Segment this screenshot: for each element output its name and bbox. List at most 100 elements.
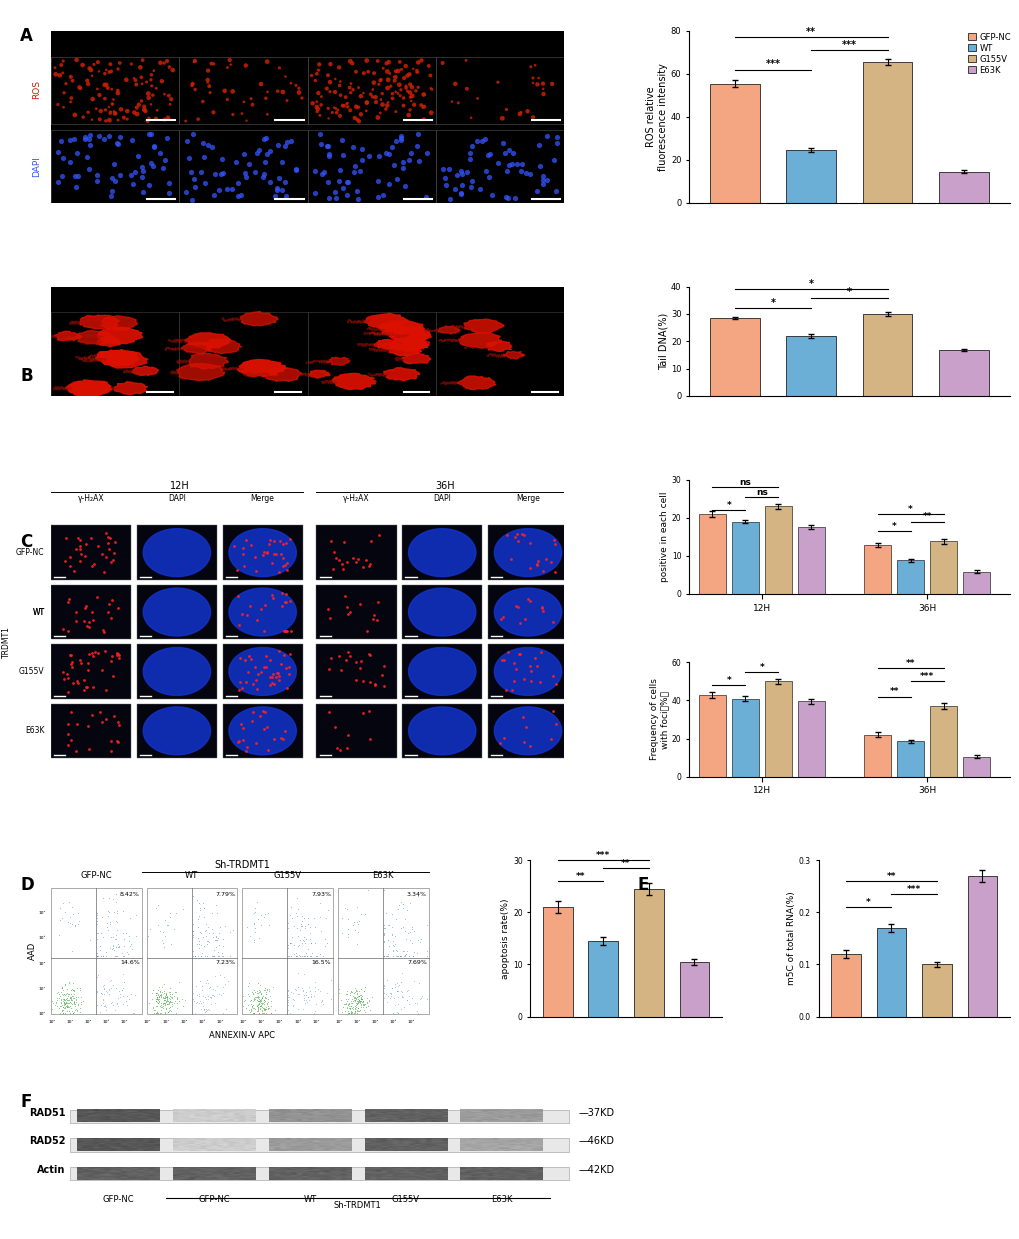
Point	[244, 983, 260, 1002]
Polygon shape	[101, 316, 138, 331]
Point	[400, 994, 417, 1014]
Point	[149, 990, 165, 1010]
Text: ***: ***	[919, 673, 933, 681]
Point	[193, 994, 209, 1014]
Point	[513, 103, 529, 123]
Point	[95, 947, 111, 966]
Point	[448, 165, 465, 185]
Point	[353, 995, 369, 1015]
Polygon shape	[308, 370, 329, 378]
Point	[290, 934, 307, 954]
Point	[281, 1002, 298, 1022]
Point	[61, 996, 77, 1016]
Bar	[896, 741, 923, 777]
Point	[249, 892, 265, 912]
Point	[542, 551, 558, 571]
Point	[265, 729, 281, 748]
Point	[55, 985, 71, 1005]
Point	[234, 986, 251, 1006]
Point	[159, 916, 175, 935]
Point	[61, 987, 77, 1007]
Text: D: D	[20, 876, 34, 895]
Point	[348, 992, 365, 1012]
Point	[51, 984, 67, 1004]
Point	[98, 947, 114, 966]
Text: ANNEXIN-V APC: ANNEXIN-V APC	[209, 1031, 275, 1040]
Point	[380, 986, 396, 1006]
Point	[288, 918, 305, 938]
Point	[250, 987, 266, 1007]
Point	[190, 917, 206, 937]
Point	[375, 976, 391, 996]
Point	[359, 992, 375, 1012]
Point	[337, 87, 354, 107]
Point	[242, 926, 258, 945]
Point	[252, 996, 268, 1016]
Point	[143, 124, 159, 144]
Point	[363, 987, 379, 1007]
Point	[356, 981, 372, 1001]
Point	[153, 986, 169, 1006]
Point	[122, 165, 139, 185]
Point	[153, 996, 169, 1016]
Point	[249, 996, 265, 1016]
Point	[154, 986, 170, 1006]
Point	[107, 104, 123, 124]
Point	[375, 947, 391, 966]
Point	[339, 726, 356, 746]
Point	[260, 989, 276, 1009]
Point	[62, 992, 78, 1012]
Point	[219, 58, 235, 78]
Point	[489, 72, 505, 92]
Text: ns: ns	[739, 478, 751, 487]
Point	[247, 902, 263, 922]
Point	[160, 983, 176, 1002]
Point	[281, 591, 298, 611]
Point	[303, 986, 319, 1006]
Point	[54, 979, 70, 999]
Point	[446, 180, 463, 199]
Point	[162, 1000, 178, 1020]
Point	[250, 908, 266, 928]
Point	[287, 947, 304, 966]
Point	[152, 922, 168, 942]
Point	[200, 986, 216, 1006]
Point	[298, 944, 314, 964]
Polygon shape	[229, 589, 297, 636]
Point	[345, 984, 362, 1004]
Point	[166, 986, 182, 1006]
Point	[144, 76, 160, 95]
Point	[296, 908, 312, 928]
Point	[173, 989, 190, 1009]
Point	[394, 942, 411, 961]
Point	[339, 603, 356, 623]
Point	[423, 103, 439, 123]
Point	[250, 999, 266, 1018]
Text: TRDMT1: TRDMT1	[2, 626, 11, 658]
Bar	[308, 312, 435, 396]
Point	[462, 149, 478, 169]
Point	[257, 999, 273, 1018]
Text: 16.5%: 16.5%	[311, 960, 331, 965]
Point	[338, 900, 355, 919]
Point	[109, 945, 125, 965]
Point	[384, 934, 400, 954]
Point	[102, 55, 118, 74]
Point	[150, 992, 166, 1012]
Point	[56, 989, 72, 1009]
Point	[127, 71, 144, 90]
Point	[534, 561, 550, 581]
Point	[302, 947, 318, 966]
Point	[347, 653, 364, 673]
Point	[55, 149, 71, 169]
Point	[135, 51, 151, 71]
Point	[243, 990, 259, 1010]
Point	[51, 997, 67, 1017]
Point	[350, 98, 366, 118]
Point	[299, 947, 315, 966]
Point	[235, 144, 252, 164]
Point	[133, 166, 150, 186]
Point	[499, 188, 516, 208]
Point	[237, 997, 254, 1017]
Point	[76, 129, 93, 149]
